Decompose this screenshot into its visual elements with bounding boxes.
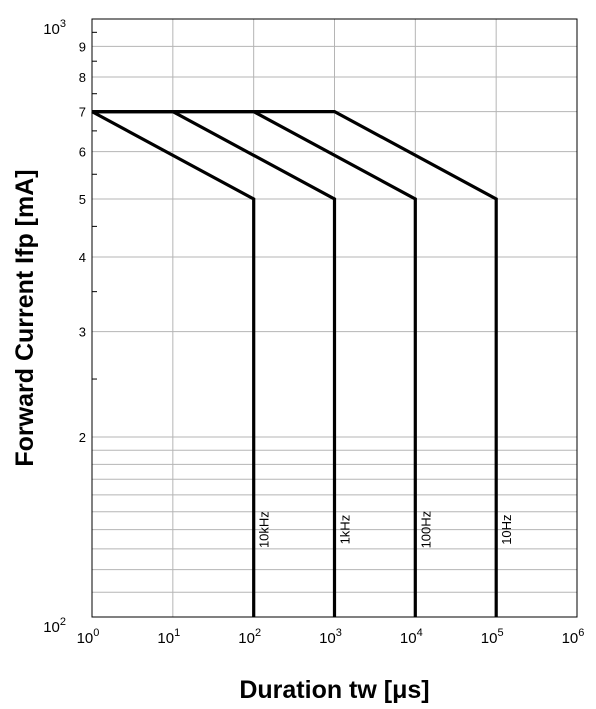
series-line: [92, 109, 498, 617]
series-label: 100Hz: [418, 511, 433, 549]
series-labels: 10kHz 1kHz 100Hz 10Hz: [257, 511, 514, 549]
x-tick-label: 105: [481, 627, 504, 647]
y-tick-label: 3: [79, 325, 86, 340]
series-label: 10kHz: [257, 511, 272, 548]
y-tick-label: 6: [79, 145, 86, 160]
y-tick-label: 103: [43, 18, 66, 38]
x-axis-label: Duration tw [μs]: [239, 676, 429, 704]
y-tick-label: 2: [79, 430, 86, 445]
y-tick-label: 102: [43, 616, 66, 636]
series-label: 1kHz: [338, 515, 353, 545]
y-tick-label: 5: [79, 192, 86, 207]
series-lines: [91, 109, 498, 617]
x-tick-label: 102: [238, 627, 261, 647]
y-tick-label: 8: [79, 70, 86, 85]
y-tick-labels: 102 103 2 3 4 5 6 7 8 9: [43, 18, 86, 636]
y-tick-label: 7: [79, 105, 86, 120]
x-tick-label: 100: [77, 627, 100, 647]
x-tick-labels: 100 101 102 103 104 105 106: [77, 627, 585, 647]
y-axis-label: Forward Current Ifp [mA]: [11, 169, 39, 466]
series-line: [92, 109, 337, 617]
y-tick-label: 4: [79, 250, 86, 265]
y-tick-label: 9: [79, 39, 86, 54]
x-tick-label: 103: [319, 627, 342, 647]
series-line: [91, 110, 256, 617]
series-label: 10Hz: [499, 514, 514, 544]
x-tick-label: 104: [400, 627, 423, 647]
x-tick-label: 101: [157, 627, 180, 647]
x-tick-label: 106: [562, 627, 585, 647]
